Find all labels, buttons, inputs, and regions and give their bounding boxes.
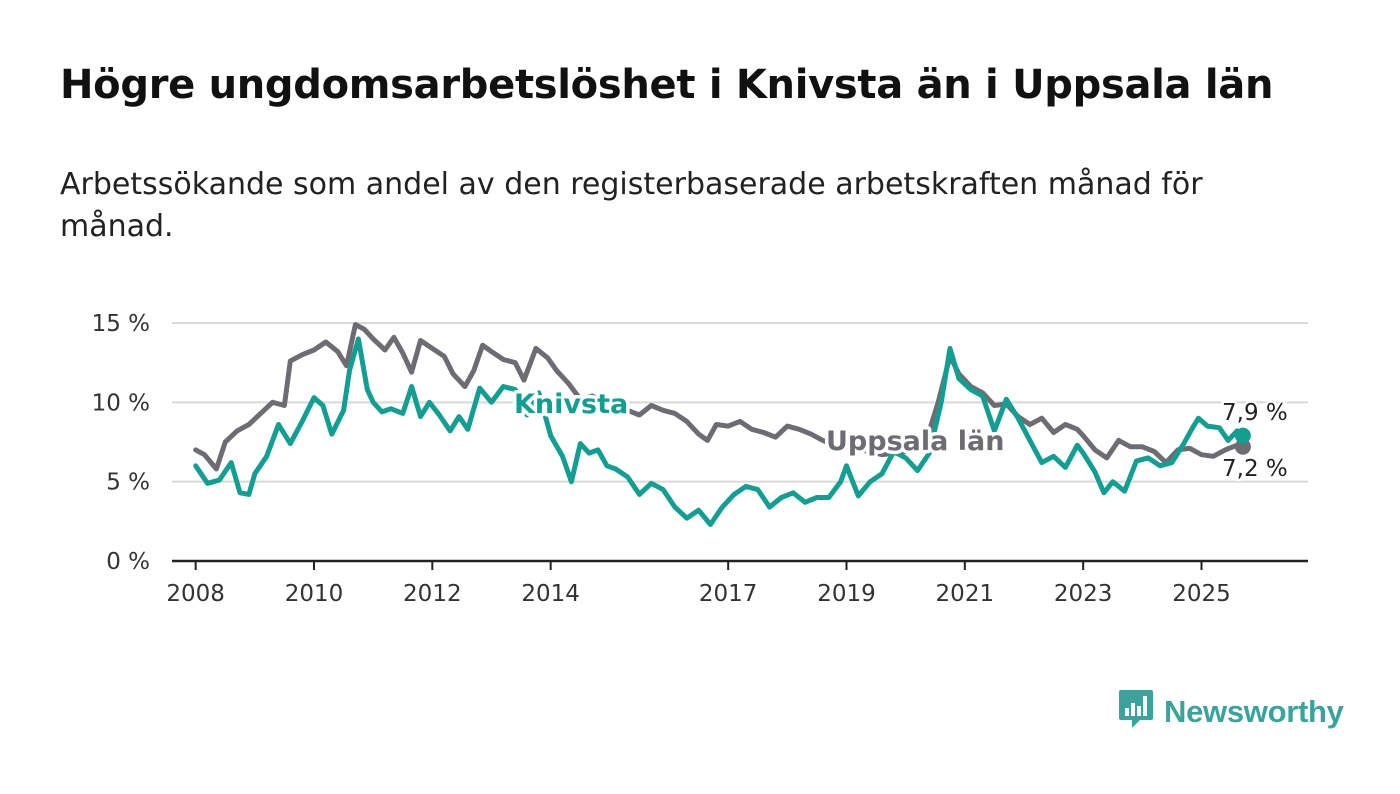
newsworthy-brand[interactable]: Newsworthy (1118, 690, 1344, 734)
x-tick-label: 2017 (699, 581, 758, 607)
series-labels: Uppsala län Knivsta 7,9 % 7,2 % (511, 386, 1291, 485)
y-tick-label: 5 % (106, 470, 150, 496)
series-label-uppsala: Uppsala län (826, 426, 1004, 457)
newsworthy-logo-icon (1118, 688, 1154, 736)
series-line-uppsala (193, 322, 1246, 472)
end-point-uppsala (1234, 438, 1251, 455)
series-line-knivsta (193, 336, 1246, 527)
end-label-knivsta: 7,9 % (1222, 400, 1288, 426)
chart-title: Högre ungdomsarbetslöshet i Knivsta än i… (60, 62, 1274, 108)
x-tick-label: 2023 (1054, 581, 1113, 607)
x-tick-label: 2014 (521, 581, 580, 607)
y-tick-label: 10 % (92, 390, 150, 416)
x-tick-label: 2019 (817, 581, 876, 607)
series-lines (193, 322, 1251, 527)
x-tick-label: 2008 (166, 581, 225, 607)
end-label-uppsala: 7,2 % (1222, 456, 1288, 482)
y-tick-label: 15 % (92, 311, 150, 337)
end-point-knivsta (1234, 427, 1251, 444)
gridlines (172, 322, 1308, 483)
series-label-knivsta: Knivsta (514, 389, 628, 420)
x-tick-label: 2025 (1172, 581, 1231, 607)
x-tick-label: 2012 (403, 581, 462, 607)
brand-name: Newsworthy (1164, 694, 1344, 729)
x-tick-label: 2010 (285, 581, 344, 607)
x-axis: 2008 2010 2012 2014 2017 2019 2021 2023 2025 (166, 559, 1308, 607)
chart-subtitle: Arbetssökande som andel av den registerb… (60, 167, 1203, 244)
x-tick-label: 2021 (936, 581, 995, 607)
y-axis-tick-labels: 0 % 5 % 10 % 15 % (92, 311, 150, 575)
y-tick-label: 0 % (106, 549, 150, 575)
